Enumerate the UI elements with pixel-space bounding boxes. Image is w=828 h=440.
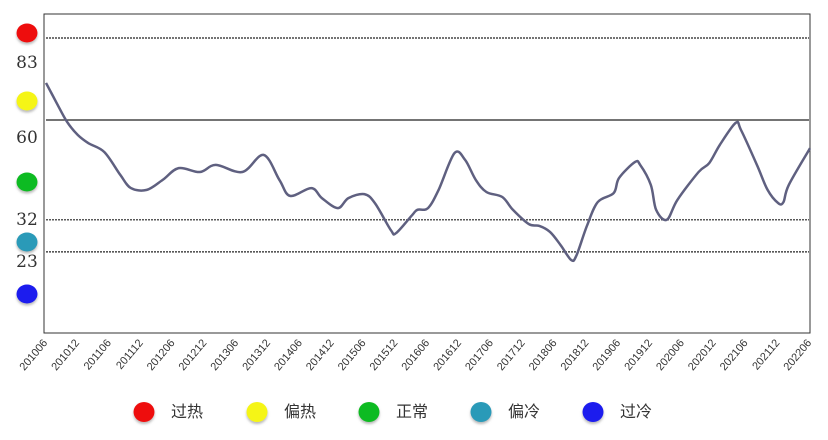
legend-label-0: 过热 <box>171 402 203 421</box>
x-tick-201006: 201006 <box>18 337 51 373</box>
legend: 过热 偏热 正常 偏冷 过冷 <box>133 402 652 422</box>
x-tick-201606: 201606 <box>400 337 433 373</box>
x-axis-ticks: 201006 201012 201106 201112 201206 201212 2013… <box>18 337 815 373</box>
x-tick-201512: 201512 <box>368 337 401 373</box>
x-tick-201206: 201206 <box>145 337 178 373</box>
x-tick-201406: 201406 <box>272 337 305 373</box>
legend-swatch-0 <box>133 402 155 422</box>
x-tick-202006: 202006 <box>654 337 687 373</box>
legend-label-4: 过冷 <box>620 402 652 421</box>
legend-swatch-1 <box>246 402 268 422</box>
x-tick-201906: 201906 <box>591 337 624 373</box>
threshold-lines <box>46 37 809 253</box>
y-label-23: 23 <box>16 252 38 272</box>
x-tick-201312: 201312 <box>240 337 273 373</box>
zone-dot-3 <box>16 232 38 252</box>
y-axis-labels: 83 60 32 23 <box>16 53 38 272</box>
legend-swatch-3 <box>470 402 492 422</box>
x-tick-201212: 201212 <box>177 337 210 373</box>
x-tick-201506: 201506 <box>336 337 369 373</box>
x-tick-201612: 201612 <box>431 337 464 373</box>
x-tick-201806: 201806 <box>527 337 560 373</box>
zone-dot-1 <box>16 91 38 111</box>
zone-dots <box>16 23 38 304</box>
legend-label-3: 偏冷 <box>508 402 540 421</box>
x-tick-201012: 201012 <box>49 337 82 373</box>
zone-dot-0 <box>16 23 38 43</box>
x-tick-201412: 201412 <box>304 337 337 373</box>
legend-swatch-2 <box>358 402 380 422</box>
x-tick-201306: 201306 <box>209 337 242 373</box>
x-tick-201106: 201106 <box>82 337 114 372</box>
x-tick-201706: 201706 <box>463 337 496 373</box>
x-tick-201812: 201812 <box>559 337 592 373</box>
legend-label-2: 正常 <box>396 402 428 421</box>
legend-swatch-4 <box>582 402 604 422</box>
plot-area <box>43 13 811 334</box>
series-line <box>44 82 812 263</box>
y-label-83: 83 <box>16 53 38 73</box>
x-tick-202206: 202206 <box>782 337 815 373</box>
x-tick-202106: 202106 <box>718 337 751 373</box>
zone-dot-4 <box>16 284 38 304</box>
zone-dot-2 <box>16 172 38 192</box>
x-tick-201712: 201712 <box>495 337 528 373</box>
y-label-60: 60 <box>16 128 38 148</box>
y-label-32: 32 <box>16 210 38 230</box>
x-tick-202012: 202012 <box>686 337 719 373</box>
x-tick-202112: 202112 <box>750 337 782 372</box>
legend-label-1: 偏热 <box>284 402 316 421</box>
x-tick-201112: 201112 <box>114 337 146 372</box>
x-tick-201912: 201912 <box>622 337 655 373</box>
